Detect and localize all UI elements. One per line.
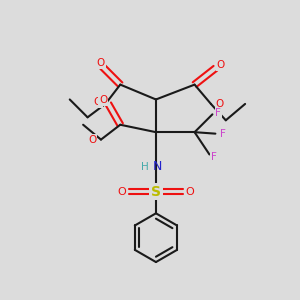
Text: H: H: [141, 162, 148, 172]
Text: O: O: [88, 135, 97, 145]
Text: N: N: [153, 160, 162, 173]
Text: O: O: [186, 187, 194, 196]
Text: O: O: [94, 98, 102, 107]
Text: F: F: [215, 108, 221, 118]
Text: O: O: [215, 99, 224, 109]
Text: O: O: [117, 187, 126, 196]
Text: F: F: [220, 129, 226, 139]
Text: S: S: [151, 184, 161, 199]
Text: F: F: [211, 152, 217, 162]
Text: O: O: [97, 58, 105, 68]
Text: O: O: [99, 95, 107, 105]
Text: O: O: [217, 60, 225, 70]
